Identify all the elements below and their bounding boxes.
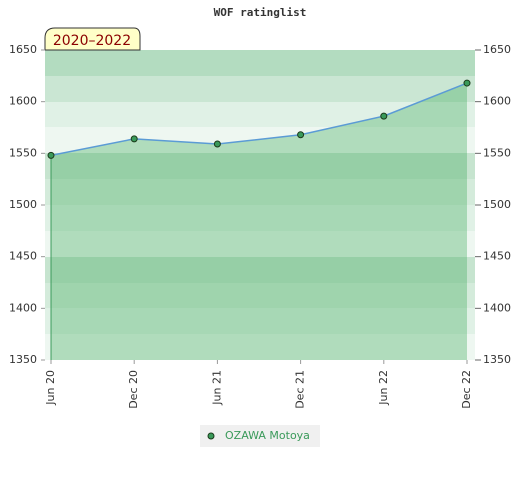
legend-marker <box>207 432 215 440</box>
chart-title: WOF ratinglist <box>214 6 307 19</box>
y-tick-label: 1500 <box>9 198 37 211</box>
y2-tick-label: 1500 <box>483 198 511 211</box>
y-tick-label: 1350 <box>9 353 37 366</box>
area <box>51 83 467 361</box>
point <box>130 135 138 143</box>
y2-tick-label: 1400 <box>483 301 511 314</box>
legend-label: OZAWA Motoya <box>225 429 310 442</box>
y2-tick-label: 1350 <box>483 353 511 366</box>
x-tick-label: Jun 21 <box>210 370 223 406</box>
point <box>47 151 55 159</box>
point <box>380 112 388 120</box>
y-tick-label: 1600 <box>9 95 37 108</box>
legend-box <box>200 425 320 447</box>
y2-tick-label: 1450 <box>483 250 511 263</box>
point <box>213 140 221 148</box>
legend: OZAWA Motoya <box>200 425 320 447</box>
y-tick-label: 1650 <box>9 43 37 56</box>
line <box>50 82 468 157</box>
x-tick-label: Jun 22 <box>377 370 390 406</box>
x-tick-label: Dec 20 <box>127 370 140 409</box>
y-tick-label: 1450 <box>9 250 37 263</box>
x-tick-label: Jun 20 <box>44 370 57 406</box>
y2-tick-label: 1600 <box>483 95 511 108</box>
plot-background <box>45 50 475 360</box>
label-box <box>44 27 141 51</box>
y2-tick-label: 1650 <box>483 43 511 56</box>
y-tick-label: 1400 <box>9 301 37 314</box>
x-tick-label: Dec 21 <box>294 370 307 409</box>
y2-tick-label: 1550 <box>483 146 511 159</box>
y-tick-label: 1550 <box>9 146 37 159</box>
x-tick-label: Dec 22 <box>460 370 473 409</box>
point <box>297 131 305 139</box>
point <box>463 79 471 87</box>
period-label: 2020–2022 <box>53 33 131 49</box>
